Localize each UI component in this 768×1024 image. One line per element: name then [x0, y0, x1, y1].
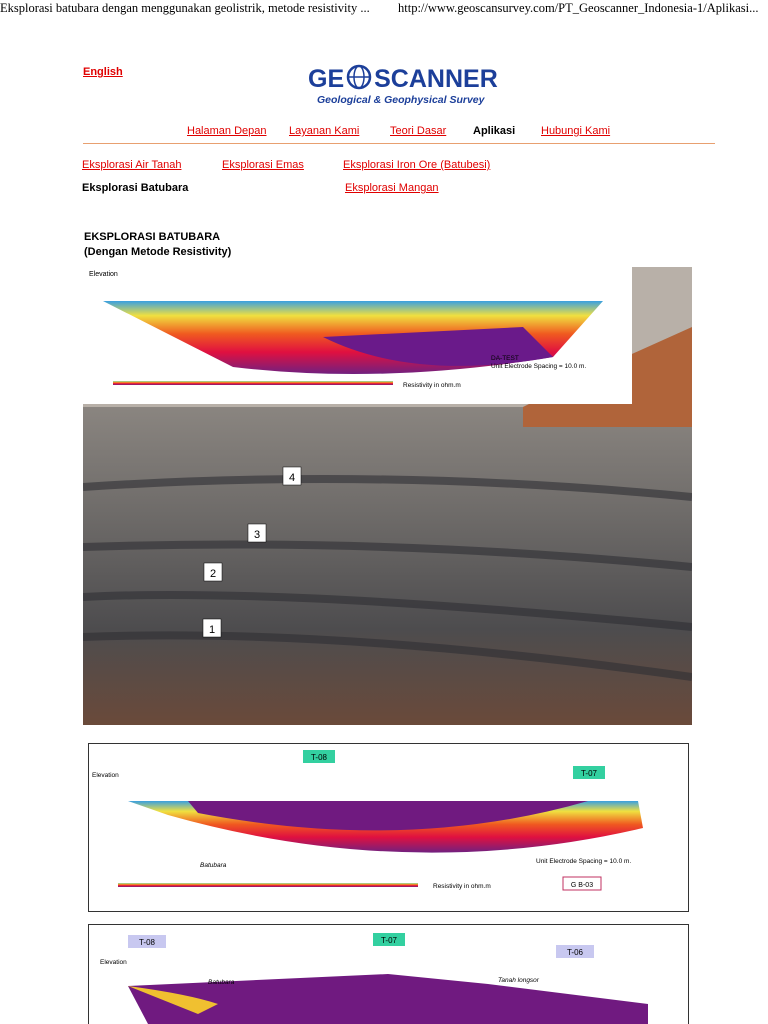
logo-tagline: Geological & Geophysical Survey	[317, 94, 485, 106]
axis-title: Elevation	[92, 772, 119, 779]
station-label: T-06	[567, 948, 584, 957]
soil-label: Tanah longsor	[498, 977, 540, 984]
layer-label: 4	[289, 472, 295, 484]
layer-label: 2	[210, 568, 216, 580]
legend-title: Resistivity in ohm.m	[403, 382, 461, 389]
station-label: T-08	[139, 938, 156, 947]
logo[interactable]: GE SCANNER	[308, 64, 498, 94]
legend-title: Resistivity in ohm.m	[433, 883, 491, 890]
subnav-link[interactable]: Eksplorasi Iron Ore (Batubesi)	[343, 159, 491, 171]
axis-title: Elevation	[100, 959, 127, 966]
spacing-note: Unit Electrode Spacing = 10.0 m.	[491, 363, 586, 370]
nav-link[interactable]: Halaman Depan	[187, 125, 267, 137]
logo-text: SCANNER	[374, 65, 498, 93]
subnav-link[interactable]: Eksplorasi Mangan	[345, 182, 439, 194]
station-label: T-08	[311, 753, 328, 762]
article-title: EKSPLORASI BATUBARA	[84, 231, 221, 243]
station-label: T-07	[581, 769, 598, 778]
logo-text: GE	[308, 65, 345, 93]
station-label: T-07	[381, 936, 398, 945]
subnav-link[interactable]: Eksplorasi Air Tanah	[82, 159, 182, 171]
nav-link[interactable]: Teori Dasar	[390, 125, 447, 137]
code-label: G B-03	[571, 882, 593, 889]
print-url: http://www.geoscansurvey.com/PT_Geoscann…	[398, 1, 759, 15]
subnav-link[interactable]: Eksplorasi Emas	[222, 159, 304, 171]
layer-label: 3	[254, 529, 260, 541]
figure-photo: 4 3 2 1 Elevation DA-TEST Unit Electrode…	[83, 267, 692, 725]
print-title: Eksplorasi batubara dengan menggunakan g…	[0, 1, 370, 15]
nav-link[interactable]: Hubungi Kami	[541, 125, 611, 137]
coal-label: Batubara	[200, 862, 227, 869]
figure-section-3: T-08 T-07 T-06 Elevation Batubara Tanah …	[88, 924, 689, 1024]
coal-label: Batubara	[208, 979, 235, 986]
logo-globe	[346, 64, 372, 90]
nav-active[interactable]: Aplikasi	[473, 125, 516, 137]
color-scale	[113, 381, 393, 385]
test-name: DA-TEST	[491, 355, 519, 362]
axis-title: Elevation	[89, 271, 118, 278]
spacing-note: Unit Electrode Spacing = 10.0 m.	[536, 858, 631, 865]
language-link[interactable]: English	[83, 66, 123, 78]
divider	[83, 143, 715, 144]
layer-label: 1	[209, 624, 215, 636]
nav-link[interactable]: Layanan Kami	[289, 125, 360, 137]
figure-section-2: T-08 T-07 Elevation Batubara Unit Electr…	[88, 743, 689, 912]
article-subtitle: (Dengan Metode Resistivity)	[84, 246, 232, 258]
subnav-active[interactable]: Eksplorasi Batubara	[82, 182, 189, 194]
